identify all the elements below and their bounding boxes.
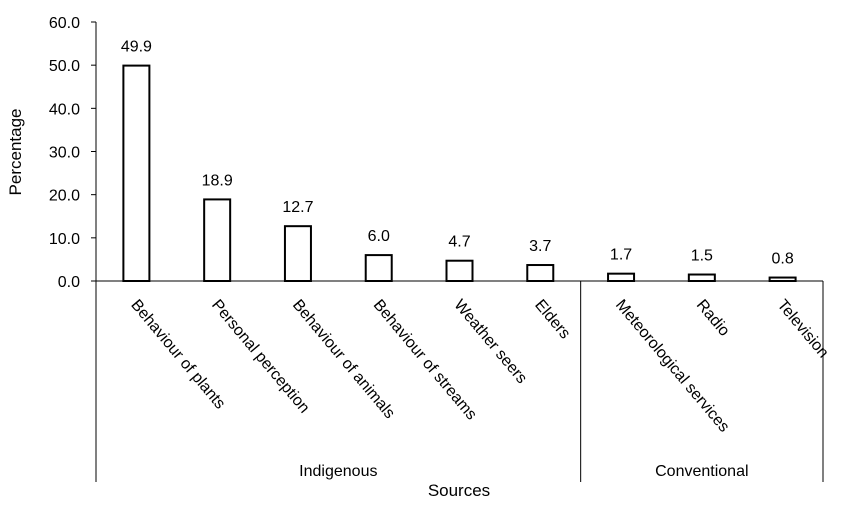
bar <box>607 272 636 282</box>
y-axis-title: Percentage <box>6 109 25 196</box>
category-label: Elders <box>531 297 573 343</box>
bar-series <box>122 64 797 283</box>
x-axis-title: Sources <box>428 481 490 500</box>
y-tick-label: 0.0 <box>58 274 80 291</box>
y-tick-label: 10.0 <box>49 231 80 248</box>
bar <box>203 198 232 282</box>
data-label: 49.9 <box>121 39 152 56</box>
data-label: 3.7 <box>529 238 551 255</box>
y-tick-label: 60.0 <box>49 15 80 32</box>
bar <box>364 254 393 283</box>
bar <box>768 276 797 282</box>
bar <box>283 225 312 282</box>
y-tick-label: 30.0 <box>49 145 80 162</box>
y-tick-label: 40.0 <box>49 101 80 118</box>
y-tick-label: 50.0 <box>49 58 80 75</box>
data-label: 12.7 <box>282 199 313 216</box>
bar <box>687 273 716 282</box>
data-label: 6.0 <box>368 228 390 245</box>
category-label: Weather seers <box>450 297 530 387</box>
category-label: Behaviour of plants <box>127 297 228 413</box>
data-label: 18.9 <box>202 172 233 189</box>
bar <box>445 259 474 283</box>
y-tick-label: 20.0 <box>49 188 80 205</box>
data-labels: 49.9 18.9 12.7 6.0 4.7 3.7 1.7 1.5 0.8 <box>121 39 794 268</box>
data-label: 4.7 <box>448 234 470 251</box>
group-axis: Indigenous Conventional <box>299 281 824 482</box>
bar <box>526 264 555 282</box>
category-label: Radio <box>693 297 733 340</box>
data-label: 0.8 <box>771 251 793 268</box>
data-label: 1.5 <box>691 248 713 265</box>
bar <box>122 64 151 283</box>
data-label: 1.7 <box>610 247 632 264</box>
group-label: Conventional <box>655 463 748 480</box>
group-label: Indigenous <box>299 463 377 480</box>
